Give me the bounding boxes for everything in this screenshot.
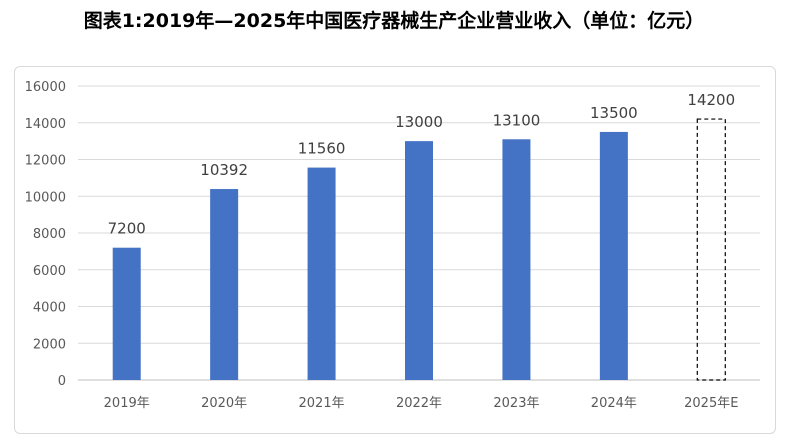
y-tick-label: 10000 [25, 190, 66, 205]
data-label: 13100 [493, 111, 541, 129]
data-label: 13000 [395, 113, 443, 131]
y-tick-label: 2000 [33, 337, 66, 352]
x-tick-label: 2025年E [684, 396, 738, 411]
bar [307, 167, 336, 380]
x-tick-label: 2022年 [396, 396, 442, 411]
bars [112, 118, 726, 381]
y-tick-label: 6000 [33, 264, 66, 279]
bar [405, 141, 433, 380]
data-label: 10392 [200, 161, 248, 179]
bar [599, 131, 628, 380]
bar [210, 189, 239, 380]
y-tick-label: 16000 [25, 80, 66, 95]
data-label: 13500 [590, 104, 638, 122]
y-tick-label: 8000 [33, 227, 66, 242]
data-label: 14200 [687, 91, 735, 109]
x-tick-label: 2020年 [201, 396, 247, 411]
data-label: 11560 [298, 140, 346, 158]
x-tick-label: 2019年 [104, 396, 150, 411]
data-label: 7200 [108, 220, 146, 238]
x-tick-label: 2024年 [591, 396, 637, 411]
chart-title: 图表1:2019年—2025年中国医疗器械生产企业营业收入（单位：亿元） [83, 10, 705, 32]
y-tick-label: 4000 [33, 301, 66, 316]
bar [112, 247, 141, 380]
bar [502, 139, 531, 380]
y-tick-label: 12000 [25, 154, 66, 169]
bar-estimate [696, 118, 726, 381]
y-tick-label: 0 [58, 374, 66, 389]
x-tick-label: 2021年 [299, 396, 345, 411]
x-tick-label: 2023年 [493, 396, 539, 411]
chart-frame [14, 66, 776, 434]
data-labels: 7200 10392 11560 13000 13100 13500 14200 [108, 91, 736, 238]
x-axis-ticks: 2019年 2020年 2021年 2022年 2023年 2024年 2025年E [104, 396, 739, 411]
y-tick-label: 14000 [25, 117, 66, 132]
y-axis-ticks: 0 2000 4000 6000 8000 10000 12000 14000 16000 [25, 80, 66, 389]
